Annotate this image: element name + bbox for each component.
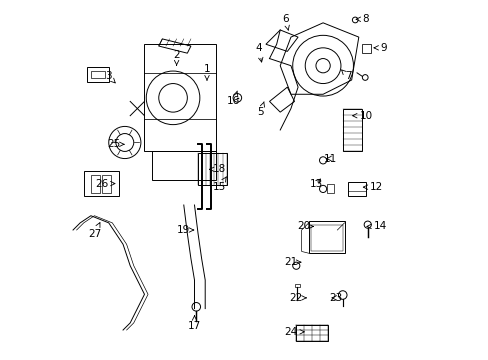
Text: 21: 21 [284, 257, 300, 267]
Text: 9: 9 [373, 43, 386, 53]
Text: 3: 3 [105, 71, 115, 83]
Text: 1: 1 [203, 64, 210, 80]
Text: 7: 7 [341, 70, 351, 81]
Text: 18: 18 [209, 164, 225, 174]
Text: 24: 24 [284, 327, 304, 337]
Text: 2: 2 [173, 50, 180, 66]
Text: 5: 5 [257, 102, 264, 117]
Text: 10: 10 [352, 111, 372, 121]
Text: 23: 23 [328, 293, 342, 303]
Text: 27: 27 [88, 222, 101, 239]
Text: 11: 11 [323, 154, 336, 163]
Text: 4: 4 [255, 43, 263, 62]
Text: 25: 25 [107, 139, 124, 149]
Text: 22: 22 [289, 293, 305, 303]
Text: 20: 20 [296, 221, 313, 231]
Text: 12: 12 [363, 182, 383, 192]
Text: 17: 17 [187, 316, 201, 332]
Text: 19: 19 [177, 225, 193, 235]
Text: 26: 26 [95, 179, 115, 189]
Text: 15: 15 [212, 177, 226, 192]
Text: 6: 6 [282, 14, 289, 30]
Text: 16: 16 [227, 91, 240, 107]
Text: 13: 13 [309, 179, 322, 189]
Text: 8: 8 [355, 14, 368, 24]
Text: 14: 14 [366, 221, 386, 231]
